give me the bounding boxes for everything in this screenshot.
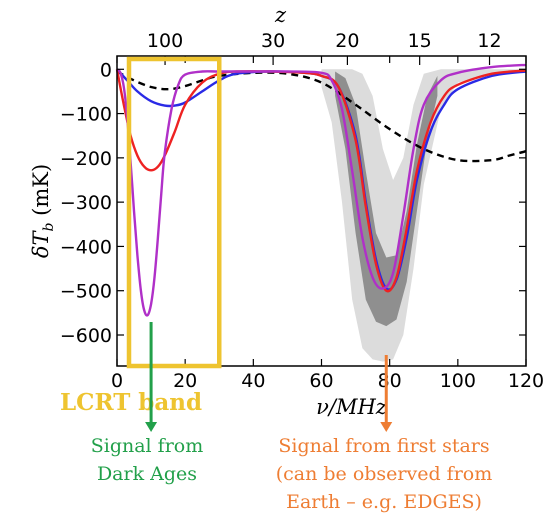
dark-ages-arrow-head [145,422,158,432]
top-tick-label: 30 [261,30,285,52]
top-tick-label: 12 [477,30,501,52]
top-axis-label: z [274,3,287,27]
y-tick-label: −300 [60,192,112,214]
x-tick-label: 120 [508,370,544,392]
y-tick-label: 0 [100,59,112,81]
ticks-layer: 0 20 40 60 80 100 120 0 −100 −200 −300 −400 −500 −600… [60,30,544,392]
top-tick-label: 100 [147,30,183,52]
series-line-3 [116,63,527,317]
plot-frame [116,55,527,367]
lcrt-band-box [126,56,222,369]
x-tick-label: 80 [378,370,402,392]
band-1 [335,71,438,327]
y-tick-label: −500 [60,281,112,303]
x-axis-label: ν/MHz [316,395,388,419]
dark-ages-line-2: Dark Ages [97,463,197,485]
y-axis-label: δTb (mK) [29,164,57,258]
ylabel-main: δT [29,230,53,259]
series-line-2 [115,69,527,293]
ylabel-sub: b [41,222,57,231]
series-layer [115,63,527,317]
x-tick-label: 20 [173,370,197,392]
series-line-0 [116,70,527,163]
first-stars-line-3: Earth – e.g. EDGES) [286,491,482,513]
x-tick-label: 0 [111,370,123,392]
x-tick-label: 60 [309,370,333,392]
y-tick-label: −400 [60,236,112,258]
lcrt-band-label: LCRT band [60,389,202,416]
first-stars-line-1: Signal from first stars [278,435,489,457]
x-tick-label: 100 [440,370,476,392]
y-tick-label: −100 [60,104,112,126]
y-tick-label: −200 [60,148,112,170]
ylabel-unit: (mK) [29,164,53,223]
x-tick-label: 40 [241,370,265,392]
top-tick-label: 20 [335,30,359,52]
bands-layer [321,69,526,362]
arrows-layer [145,322,393,432]
first-stars-arrow-head [380,422,393,432]
y-tick-label: −600 [60,325,112,347]
dark-ages-line-1: Signal from [91,435,204,457]
first-stars-line-2: (can be observed from [276,463,493,485]
series-line-1 [116,68,527,291]
top-tick-label: 15 [408,30,432,52]
